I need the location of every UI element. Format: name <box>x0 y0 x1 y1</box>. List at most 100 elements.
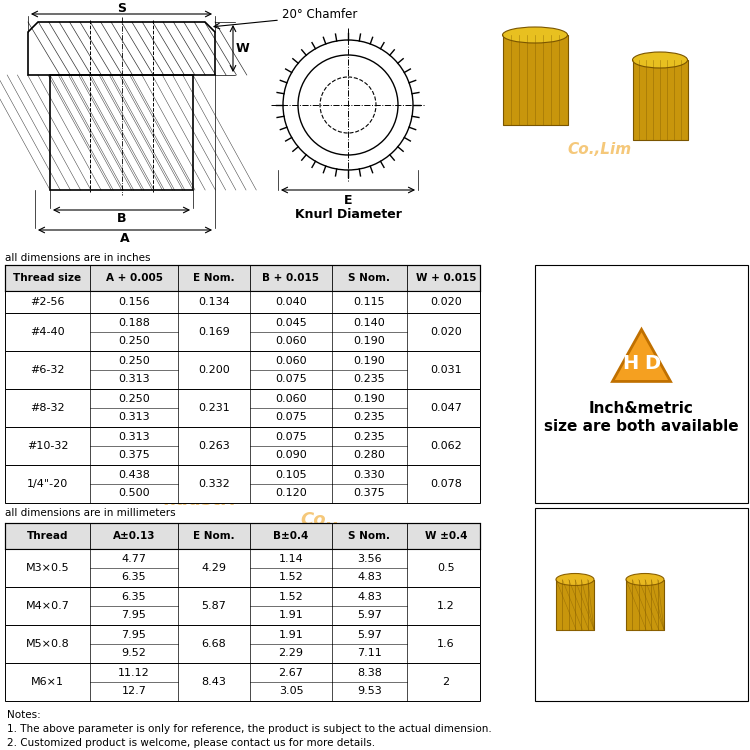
Text: 0.120: 0.120 <box>275 488 307 499</box>
Text: 0.090: 0.090 <box>275 451 307 460</box>
Text: 1/4"-20: 1/4"-20 <box>27 479 68 489</box>
Text: 1.52: 1.52 <box>279 592 303 602</box>
Text: S Nom.: S Nom. <box>349 531 391 541</box>
Text: 0.313: 0.313 <box>118 413 150 422</box>
Text: 0.105: 0.105 <box>275 470 307 479</box>
Text: Limited: Limited <box>588 352 652 368</box>
Bar <box>535 265 748 503</box>
Text: 20° Chamfer: 20° Chamfer <box>282 8 358 22</box>
Text: 0.263: 0.263 <box>198 441 230 451</box>
Bar <box>632 60 688 140</box>
Text: 9.52: 9.52 <box>122 649 146 658</box>
Text: 0.075: 0.075 <box>275 431 307 442</box>
Polygon shape <box>613 329 670 382</box>
Text: 5.97: 5.97 <box>357 629 382 640</box>
Text: 0.250: 0.250 <box>118 356 150 365</box>
Text: E: E <box>344 194 352 206</box>
Text: Notes:: Notes: <box>7 710 40 720</box>
Text: B: B <box>117 211 126 224</box>
Text: M4×0.7: M4×0.7 <box>26 601 70 611</box>
Text: Co.,: Co., <box>300 391 340 409</box>
Text: 0.060: 0.060 <box>275 356 307 365</box>
Text: 0.190: 0.190 <box>354 356 386 365</box>
Text: Han: Han <box>60 351 100 369</box>
Text: 0.156: 0.156 <box>118 297 150 307</box>
Text: M3×0.5: M3×0.5 <box>26 563 69 573</box>
Text: 11.12: 11.12 <box>118 668 150 677</box>
Text: W: W <box>236 42 249 55</box>
Text: 4.83: 4.83 <box>357 592 382 602</box>
Text: 0.231: 0.231 <box>198 403 230 413</box>
Text: M5×0.8: M5×0.8 <box>26 639 69 649</box>
Bar <box>5 265 480 291</box>
Text: H: H <box>622 354 638 373</box>
Bar <box>503 35 568 125</box>
Ellipse shape <box>626 574 664 586</box>
Text: 9.53: 9.53 <box>357 686 382 697</box>
Ellipse shape <box>503 27 568 43</box>
Text: #8-32: #8-32 <box>30 403 64 413</box>
Text: Limited: Limited <box>588 493 652 508</box>
Ellipse shape <box>556 574 594 586</box>
Text: #10-32: #10-32 <box>27 441 68 451</box>
Text: 0.280: 0.280 <box>353 451 386 460</box>
Text: 0.500: 0.500 <box>118 488 150 499</box>
Text: 1. The above parameter is only for reference, the product is subject to the actu: 1. The above parameter is only for refer… <box>7 724 492 734</box>
Text: 0.313: 0.313 <box>118 431 150 442</box>
Text: 6.35: 6.35 <box>122 592 146 602</box>
Text: 0.060: 0.060 <box>275 394 307 404</box>
Text: 0.5: 0.5 <box>437 563 454 573</box>
Ellipse shape <box>632 52 688 68</box>
Bar <box>556 580 594 629</box>
Bar <box>5 389 480 427</box>
Text: #6-32: #6-32 <box>30 365 64 375</box>
Text: A + 0.005: A + 0.005 <box>106 273 163 283</box>
Text: 0.020: 0.020 <box>430 327 462 337</box>
Text: 3.56: 3.56 <box>357 554 382 563</box>
Bar <box>5 549 480 587</box>
Text: 0.060: 0.060 <box>275 337 307 346</box>
Text: 0.313: 0.313 <box>118 374 150 385</box>
Text: 0.169: 0.169 <box>198 327 230 337</box>
Text: 2.67: 2.67 <box>278 668 304 677</box>
Text: 1.6: 1.6 <box>437 639 454 649</box>
Text: Inch&metric
size are both available: Inch&metric size are both available <box>544 401 739 433</box>
Text: B + 0.015: B + 0.015 <box>262 273 320 283</box>
Text: 5.97: 5.97 <box>357 610 382 620</box>
Text: 0.115: 0.115 <box>354 297 386 307</box>
Text: 0.062: 0.062 <box>430 441 462 451</box>
Text: 1.52: 1.52 <box>279 572 303 583</box>
Text: 0.190: 0.190 <box>354 337 386 346</box>
Text: Thread: Thread <box>27 531 68 541</box>
Text: 6.68: 6.68 <box>202 639 226 649</box>
Text: 0.438: 0.438 <box>118 470 150 479</box>
Text: 0.045: 0.045 <box>275 317 307 328</box>
Text: A±0.13: A±0.13 <box>112 531 155 541</box>
Text: 1.91: 1.91 <box>279 629 303 640</box>
Text: Co.,: Co., <box>300 511 340 529</box>
Text: 0.031: 0.031 <box>430 365 462 375</box>
Text: #4-40: #4-40 <box>30 327 64 337</box>
Text: 0.235: 0.235 <box>354 431 386 442</box>
Text: 0.375: 0.375 <box>118 451 150 460</box>
Text: 0.188: 0.188 <box>118 317 150 328</box>
Bar <box>5 291 480 313</box>
Text: S Nom.: S Nom. <box>349 273 391 283</box>
Bar <box>50 75 193 190</box>
Text: all dimensions are in millimeters: all dimensions are in millimeters <box>5 508 176 518</box>
Text: Knurl Diameter: Knurl Diameter <box>295 208 401 220</box>
Text: 7.95: 7.95 <box>122 629 146 640</box>
Text: 0.047: 0.047 <box>430 403 462 413</box>
Bar <box>626 580 664 629</box>
Text: 5.87: 5.87 <box>202 601 226 611</box>
Bar <box>5 587 480 625</box>
Text: 0.190: 0.190 <box>354 394 386 404</box>
Text: #2-56: #2-56 <box>30 297 64 307</box>
Text: 7.95: 7.95 <box>122 610 146 620</box>
Text: ndustri: ndustri <box>164 371 236 389</box>
Text: 0.375: 0.375 <box>354 488 386 499</box>
Text: 1.14: 1.14 <box>279 554 303 563</box>
Text: S: S <box>117 2 126 14</box>
Text: 6.35: 6.35 <box>122 572 146 583</box>
Bar <box>5 351 480 389</box>
